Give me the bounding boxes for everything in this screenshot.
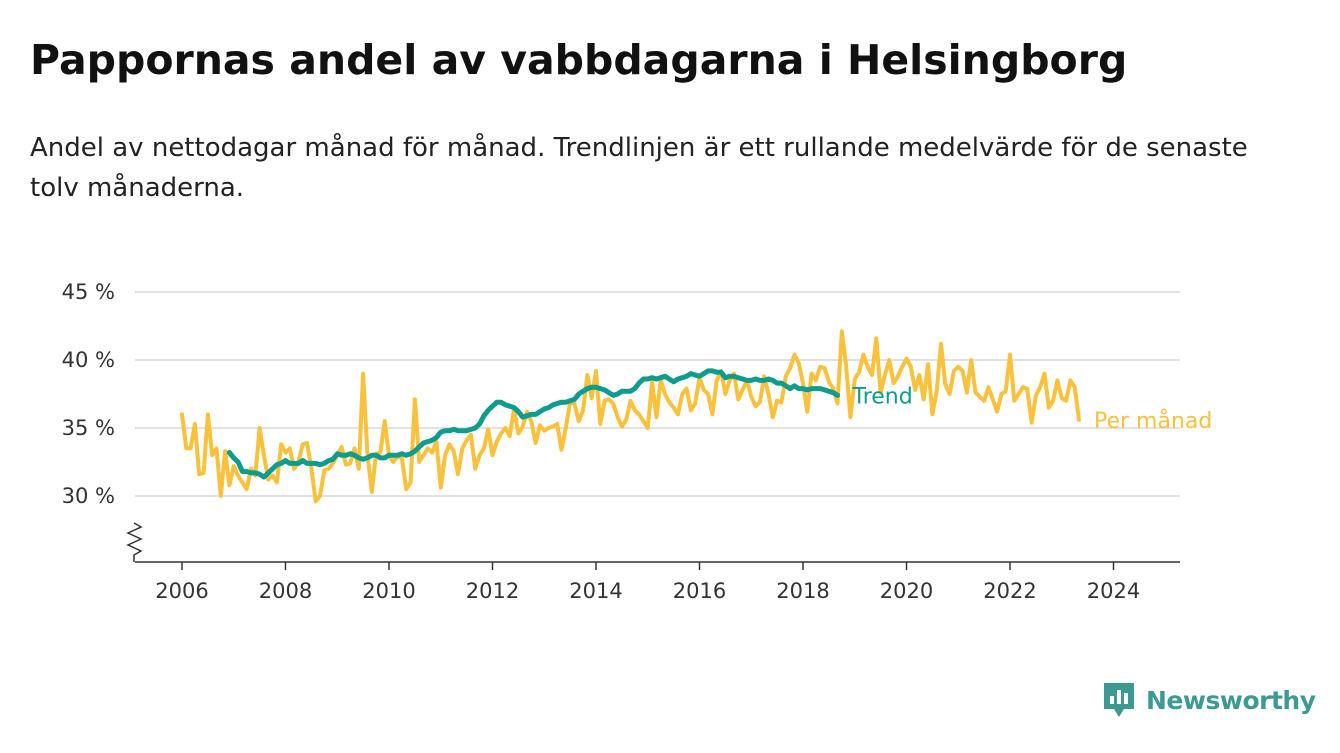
trend-line: [226, 368, 840, 480]
x-tick-label: 2022: [983, 579, 1036, 603]
newsworthy-logo-icon: [1104, 683, 1134, 717]
x-tick-label: 2012: [466, 579, 519, 603]
monthly-line: [180, 329, 1081, 504]
x-tick-label: 2010: [362, 579, 415, 603]
x-tick-label: 2020: [880, 579, 933, 603]
x-tick-label: 2016: [673, 579, 726, 603]
y-tick-label: 40 %: [62, 348, 115, 372]
series-end-labels: Trend Per månad: [852, 384, 1213, 433]
y-tick-label: 45 %: [62, 280, 115, 304]
y-tick-label: 35 %: [62, 416, 115, 440]
y-axis-break-icon: [126, 522, 143, 562]
newsworthy-logo: Newsworthy: [1102, 680, 1316, 720]
newsworthy-logo-text: Newsworthy: [1146, 685, 1316, 715]
monthly-label: Per månad: [1094, 408, 1212, 434]
x-axis-ticks: 2006 2008 2010 2012 2014 2016 2018 2020 2022 2024: [155, 562, 1140, 603]
chart-subtitle: Andel av nettodagar månad för månad. Tre…: [30, 133, 1248, 203]
x-axis: [126, 522, 1180, 563]
trend-label: Trend: [852, 384, 913, 409]
x-tick-label: 2014: [569, 579, 622, 603]
x-tick-label: 2018: [776, 579, 829, 603]
x-tick-label: 2006: [155, 579, 208, 603]
y-tick-label: 30 %: [62, 484, 115, 508]
y-axis-tick-labels: 30 % 35 % 40 % 45 %: [62, 280, 115, 508]
x-tick-label: 2024: [1087, 579, 1140, 603]
series-lines: [180, 329, 1081, 504]
chart-title: Pappornas andel av vabbdagarna i Helsing…: [30, 36, 1128, 84]
gridlines: [135, 291, 1180, 497]
x-tick-label: 2008: [259, 579, 312, 603]
